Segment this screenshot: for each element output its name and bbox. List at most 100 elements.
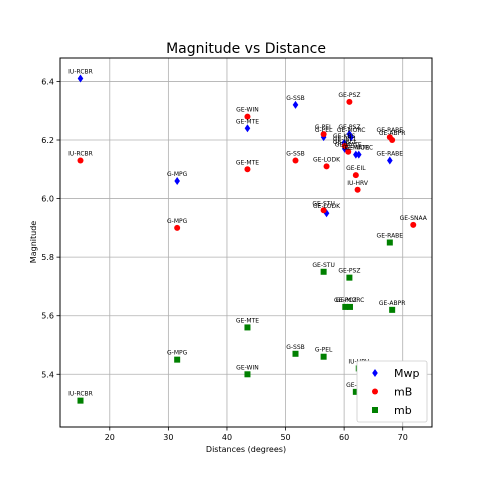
point-label: G-PEL [315,124,333,131]
Mwp-data-point [387,156,393,165]
point-label: GE-SNAA [400,215,428,222]
mb-data-point [346,303,353,310]
x-tick-label: 30 [163,433,173,442]
point-label: GE-PSZ [338,268,360,275]
point-label: GE-PSZ [338,92,360,99]
mB-data-point [174,224,181,231]
mB-data-point [244,166,251,173]
y-tick-label: 5.4 [41,370,54,379]
point-label: G-SSB [286,95,305,102]
mb-data-point [292,350,299,357]
point-label: GE-RABE [377,233,404,240]
y-tick-label: 6.2 [41,136,54,145]
mb-data-point [77,397,84,404]
point-label: G-SSB [286,151,305,158]
point-label: GE-MTE [236,159,259,166]
mB-data-point [341,142,348,149]
point-label: G-SSB [286,344,305,351]
point-label: GE-WIN [236,107,259,114]
point-label: G-MPG [167,171,188,178]
grid [60,58,432,427]
legend: Mwp mB mb [356,360,428,423]
point-label: GE-MORC [344,145,373,152]
point-label: GE-ABPR [379,130,405,137]
point-label: GE-STU [312,200,334,207]
axis-ticks: 20 30 40 50 60 70 5.4 5.6 5.8 6.0 6.2 6.4 [41,77,408,442]
mB-data-point [320,131,327,138]
Mwp-data-point [355,150,362,159]
mb-legend-marker [372,407,378,413]
mB-data-point [354,186,361,193]
point-label: GE-MTE [236,317,259,324]
point-label: GE-WIN [236,364,259,371]
point-label: GE-PSZ [338,124,360,131]
mB-data-point [323,163,330,170]
mb-data-point [342,303,349,310]
mB-data-point [346,98,353,105]
point-label: GE-EIL [346,165,366,172]
y-tick-label: 5.6 [41,312,54,321]
legend-entry-label: Mwp [394,367,419,380]
mb-data-point [320,268,327,275]
x-tick-label: 70 [398,433,408,442]
mB-data-point [410,221,417,228]
point-label: GE-MTE [236,118,259,125]
mb-data-point [320,353,327,360]
chart-title: Magnitude vs Distance [166,41,326,57]
y-axis-label: Magnitude [29,221,38,263]
y-tick-label: 6.4 [41,77,54,86]
point-label: GE-KBS [333,133,356,140]
point-label: GE-MORC [337,127,366,134]
mB-data-point [352,172,359,179]
point-label: IU-RCBR [68,69,93,76]
point-label: GE-MATE [342,145,369,152]
legend-entry-label: mB [394,386,412,399]
Mwp-data-point [244,124,251,133]
point-label: G-PEL [315,127,333,134]
y-tick-label: 5.8 [41,253,54,262]
Mwp-legend-marker [372,369,378,377]
Mwp-data-point [77,74,84,83]
point-label: G-MPG [167,350,188,357]
point-label: GE-STU [312,262,334,269]
point-label: GE-EIL [346,382,366,389]
y-tick-label: 6.0 [41,195,54,204]
Mwp-data-point [348,133,354,142]
mB-data-point [345,148,352,155]
mb-data-point [389,306,396,313]
point-label: GE-MATE [335,142,362,149]
plot-frame [59,57,433,428]
x-tick-label: 60 [339,433,349,442]
mb-data-point [174,356,181,363]
legend-entry-label: mb [394,404,412,417]
point-label: IU-RCBR [68,151,93,158]
point-label: GE-ABPR [379,300,405,307]
point-label: GE-IBL1 [333,136,357,143]
mb-data-point [386,239,393,246]
mB-data-point [320,207,327,214]
point-label: G-PEL [315,347,333,354]
point-label: GE-RABE [377,127,404,134]
point-label: GE-RABE [377,151,404,158]
mB-data-point [77,157,84,164]
Mwp-data-point [174,177,180,185]
mb-data-point [352,388,359,395]
Mwp-data-point [292,100,299,109]
Mwp-data-point [353,150,359,159]
point-label: GE-PCZ [334,297,357,304]
x-tick-label: 20 [105,433,115,442]
point-label: GE-LODK [313,156,341,163]
point-label: GE-MORC [336,297,365,304]
mB-legend-marker [372,388,378,395]
point-label: GE-LODK [313,203,341,210]
x-tick-label: 50 [280,433,290,442]
mb-data-point [244,371,251,378]
mB-data-point [389,137,396,143]
point-label: IU-RCBR [68,391,93,398]
mb-data-point [346,274,353,281]
point-label: G-MPG [167,218,188,225]
mB-data-point [292,157,299,164]
mb-data-point [244,324,251,331]
